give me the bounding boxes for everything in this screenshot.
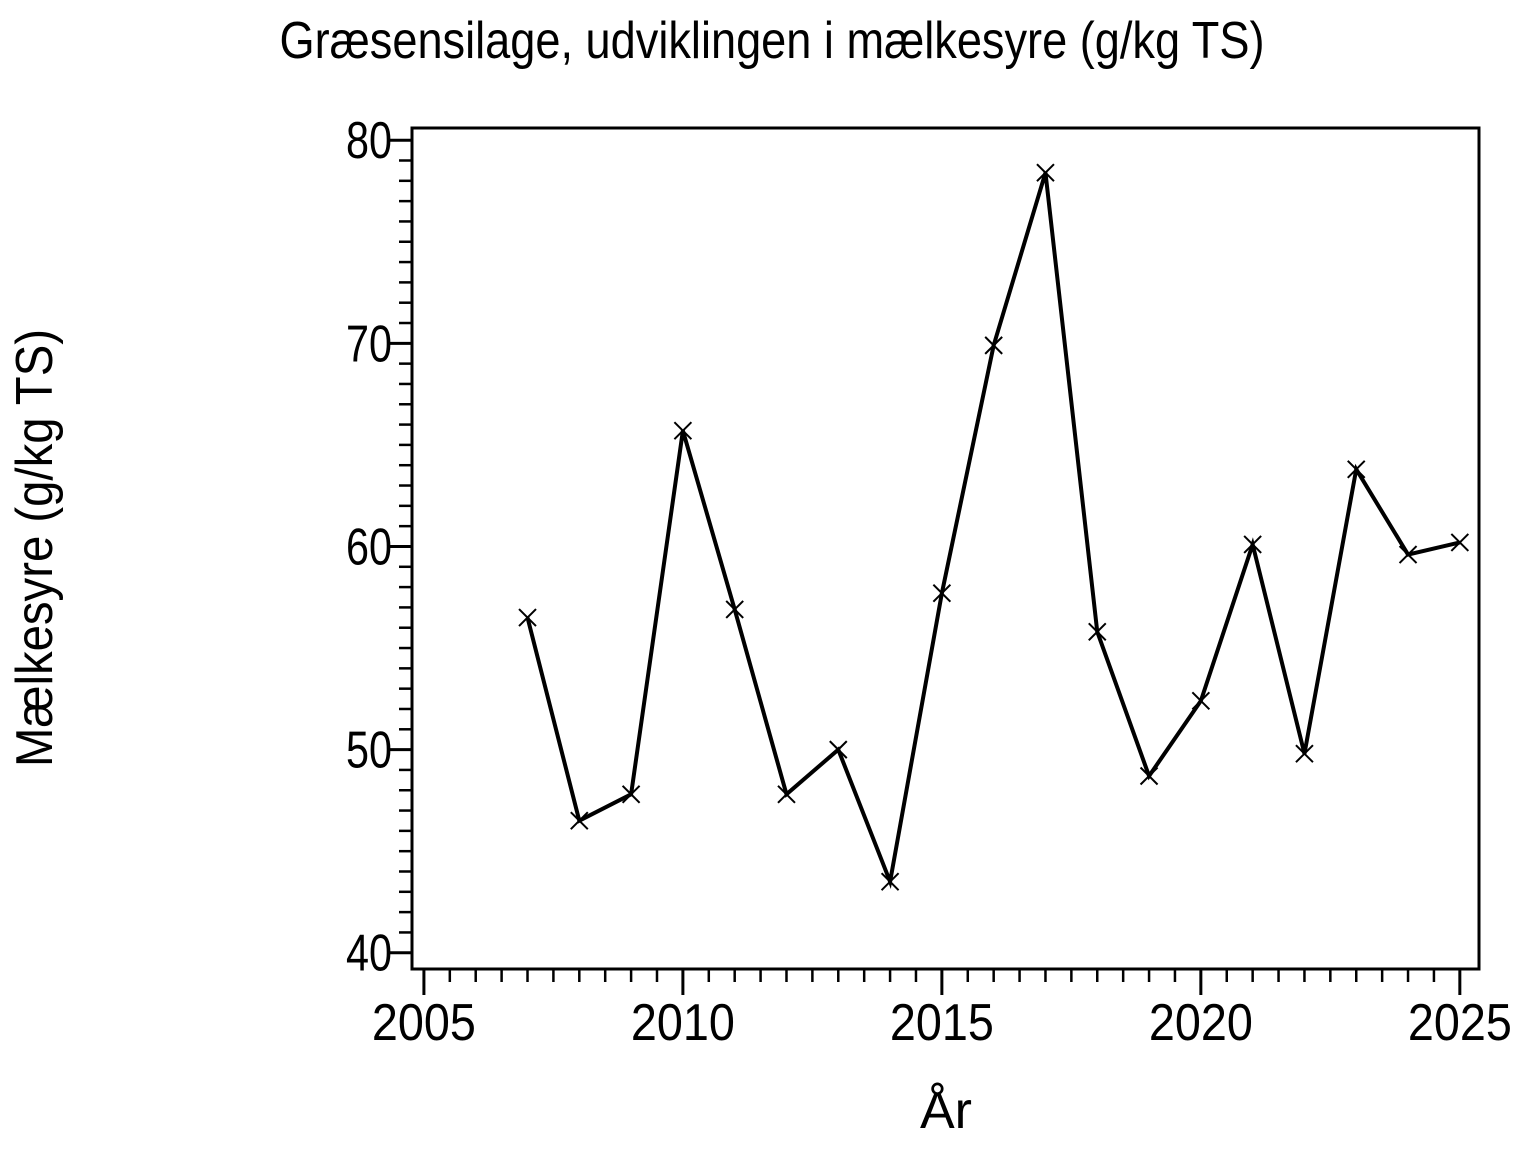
x-tick-label: 2025 xyxy=(1408,994,1512,1052)
marker-stroke xyxy=(1088,622,1107,641)
x-tick-label: 2005 xyxy=(372,994,476,1052)
marker-stroke xyxy=(1295,744,1314,763)
data-point-marker xyxy=(621,785,641,804)
data-point-marker xyxy=(1243,535,1262,554)
marker-stroke xyxy=(932,583,952,603)
data-point-marker xyxy=(829,740,848,759)
marker-stroke xyxy=(1139,766,1159,786)
marker-stroke xyxy=(621,785,641,804)
data-point-marker xyxy=(932,583,952,603)
data-point-marker xyxy=(570,811,589,830)
marker-stroke xyxy=(570,811,589,830)
marker-stroke xyxy=(829,740,848,759)
marker-stroke xyxy=(1398,545,1418,564)
data-point-marker xyxy=(1191,691,1211,711)
data-point-marker xyxy=(1036,163,1055,182)
data-point-marker xyxy=(1398,545,1418,564)
data-point-marker xyxy=(725,600,744,619)
y-axis-title: Mælkesyre (g/kg TS) xyxy=(6,329,64,767)
marker-stroke xyxy=(1036,163,1055,182)
data-point-marker xyxy=(1347,460,1366,479)
data-point-marker xyxy=(1139,766,1159,786)
marker-stroke xyxy=(880,872,900,891)
marker-stroke xyxy=(1191,691,1211,711)
marker-stroke xyxy=(1450,533,1470,552)
marker-stroke xyxy=(725,600,744,619)
plot-area: 40 50 60 70 80 2005 2010 2015 2020 2025 xyxy=(346,112,1512,1052)
x-axis-title: År xyxy=(920,1082,972,1140)
x-tick-label: 2015 xyxy=(890,994,994,1052)
data-point-marker xyxy=(1450,533,1470,552)
y-tick-label: 80 xyxy=(346,112,392,170)
marker-stroke xyxy=(518,608,537,627)
y-tick-label: 70 xyxy=(346,315,392,373)
marker-stroke xyxy=(673,421,693,440)
marker-stroke xyxy=(1347,460,1366,479)
data-markers xyxy=(518,163,1470,891)
x-tick-label: 2020 xyxy=(1149,994,1253,1052)
data-point-marker xyxy=(880,872,900,891)
data-point-marker xyxy=(777,785,796,804)
marker-stroke xyxy=(1243,535,1262,554)
marker-stroke xyxy=(984,336,1003,355)
data-point-marker xyxy=(673,421,693,440)
x-tick-label: 2010 xyxy=(631,994,735,1052)
chart-title: Græsensilage, udviklingen i mælkesyre (g… xyxy=(280,12,1265,70)
data-point-marker xyxy=(518,608,537,627)
x-axis: 2005 2010 2015 2020 2025 xyxy=(372,969,1512,1052)
y-tick-label: 60 xyxy=(346,518,392,576)
data-point-marker xyxy=(984,336,1003,355)
y-axis: 40 50 60 70 80 xyxy=(346,112,412,983)
data-point-marker xyxy=(1295,744,1314,763)
y-tick-label: 50 xyxy=(346,722,392,780)
marker-stroke xyxy=(777,785,796,804)
data-point-marker xyxy=(1088,622,1107,641)
y-tick-label: 40 xyxy=(346,925,392,983)
plot-frame xyxy=(410,126,1481,971)
data-line xyxy=(525,172,1461,889)
